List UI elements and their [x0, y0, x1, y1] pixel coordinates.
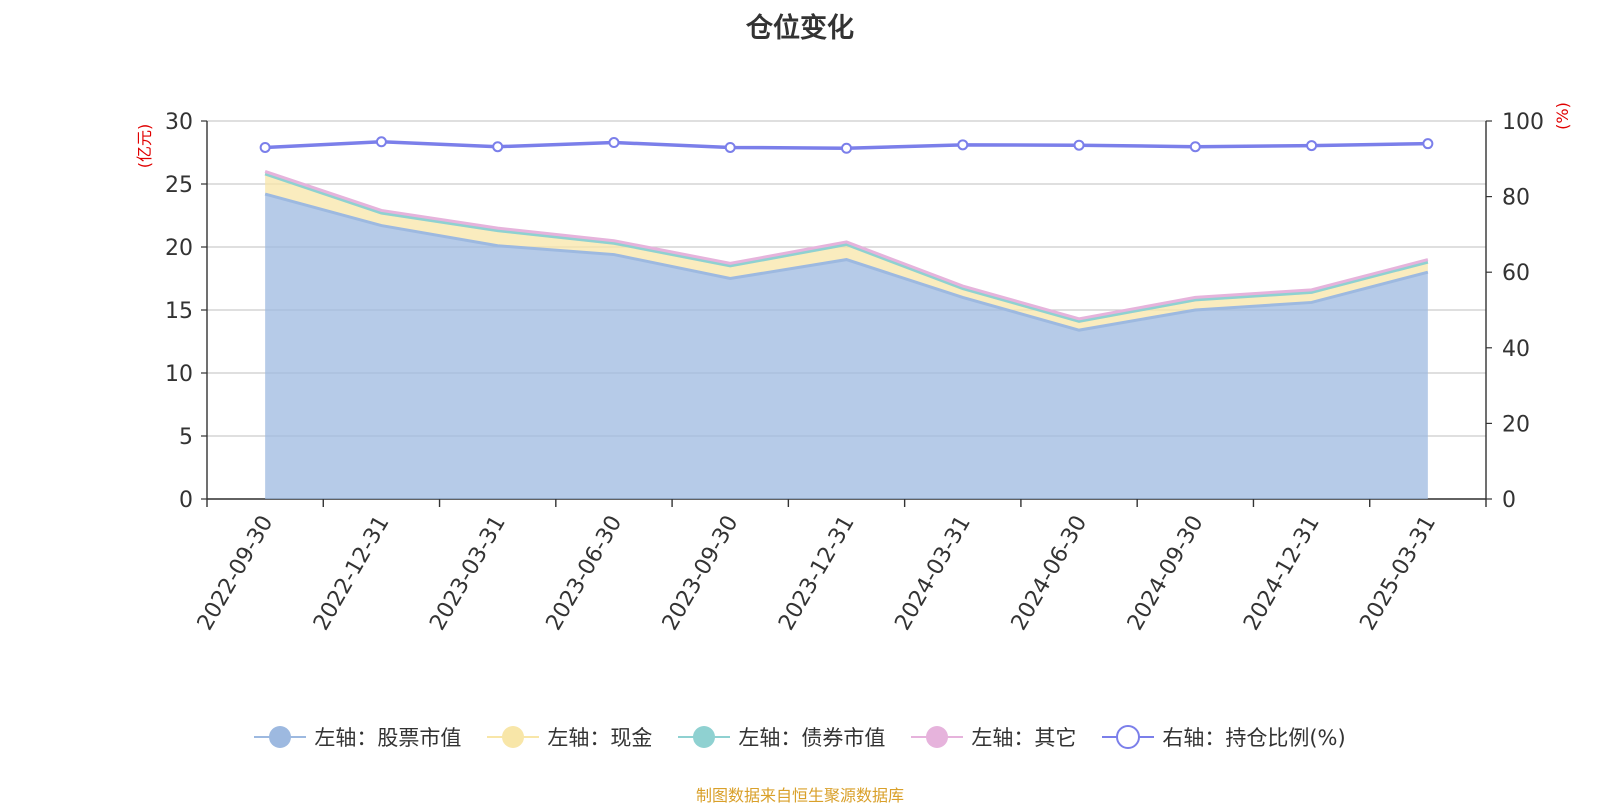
- left-axis-unit: (亿元): [135, 124, 154, 169]
- legend-item[interactable]: 左轴：股票市值: [254, 722, 461, 752]
- legend-symbol-icon: [254, 726, 307, 748]
- legend-item[interactable]: 左轴：其它: [911, 722, 1076, 752]
- legend-symbol-icon: [1102, 725, 1155, 749]
- legend-item[interactable]: 左轴：债券市值: [678, 722, 885, 752]
- holding-ratio-point: [608, 137, 620, 149]
- area-line-左轴：债券市值: [264, 172, 1429, 323]
- holding-ratio-point: [1189, 141, 1201, 153]
- area-line-左轴：其它: [264, 169, 1429, 321]
- legend-label: 左轴：其它: [971, 726, 1077, 750]
- holding-ratio-point: [492, 141, 504, 153]
- x-tick-label: 2022-12-31: [309, 512, 395, 635]
- x-tick-label: 2023-12-31: [774, 512, 860, 635]
- legend-label: 左轴：现金: [547, 726, 653, 750]
- x-tick-label: 2024-12-31: [1239, 512, 1325, 635]
- area-左轴：现金: [265, 173, 1428, 331]
- chart-legend: 左轴：股票市值 左轴：现金 左轴：债券市值 左轴：其它 右轴：持仓比例(%): [0, 722, 1600, 752]
- left-tick-label: 10: [165, 362, 193, 387]
- holding-ratio-point: [1306, 140, 1318, 152]
- right-tick-label: 60: [1502, 261, 1530, 286]
- area-line-左轴：股票市值: [264, 192, 1429, 332]
- holding-ratio-point: [724, 141, 736, 153]
- legend-label: 左轴：股票市值: [314, 726, 462, 750]
- holding-ratio-point: [841, 142, 852, 154]
- right-tick-label: 20: [1502, 412, 1530, 437]
- left-tick-label: 15: [165, 299, 193, 324]
- right-tick-label: 100: [1502, 110, 1544, 135]
- x-tick-label: 2024-09-30: [1123, 512, 1209, 635]
- x-tick-label: 2024-06-30: [1007, 512, 1093, 635]
- right-tick-label: 40: [1502, 337, 1530, 362]
- x-tick-label: 2023-09-30: [658, 512, 744, 635]
- left-tick-label: 25: [165, 173, 193, 198]
- area-左轴：股票市值: [265, 194, 1428, 499]
- left-tick-label: 20: [165, 236, 193, 261]
- legend-label: 右轴：持仓比例(%): [1162, 726, 1346, 750]
- left-tick-label: 0: [179, 488, 193, 513]
- x-tick-label: 2024-03-31: [890, 512, 976, 635]
- chart-title: 仓位变化: [746, 13, 854, 44]
- holding-ratio-point: [1422, 138, 1434, 150]
- legend-item[interactable]: 右轴：持仓比例(%): [1102, 722, 1346, 752]
- x-tick-label: 2025-03-31: [1355, 512, 1441, 635]
- legend-symbol-icon: [678, 726, 731, 748]
- legend-symbol-icon: [487, 726, 540, 748]
- x-tick-label: 2022-09-30: [193, 512, 279, 635]
- x-tick-label: 2023-06-30: [542, 512, 628, 635]
- right-axis-unit: (%): [1553, 102, 1572, 130]
- holding-ratio-point: [1073, 139, 1085, 151]
- holding-ratio-point: [259, 141, 271, 153]
- left-tick-label: 30: [165, 110, 193, 135]
- right-tick-label: 0: [1502, 488, 1516, 513]
- legend-item[interactable]: 左轴：现金: [487, 722, 652, 752]
- x-tick-label: 2023-03-31: [425, 512, 511, 635]
- holding-ratio-point: [375, 136, 387, 148]
- legend-symbol-icon: [911, 726, 964, 748]
- data-source-footer: 制图数据来自恒生聚源数据库: [695, 786, 904, 805]
- holding-ratio-point: [957, 139, 969, 151]
- legend-label: 左轴：债券市值: [738, 726, 886, 750]
- right-tick-label: 80: [1502, 186, 1530, 211]
- left-tick-label: 5: [179, 425, 193, 450]
